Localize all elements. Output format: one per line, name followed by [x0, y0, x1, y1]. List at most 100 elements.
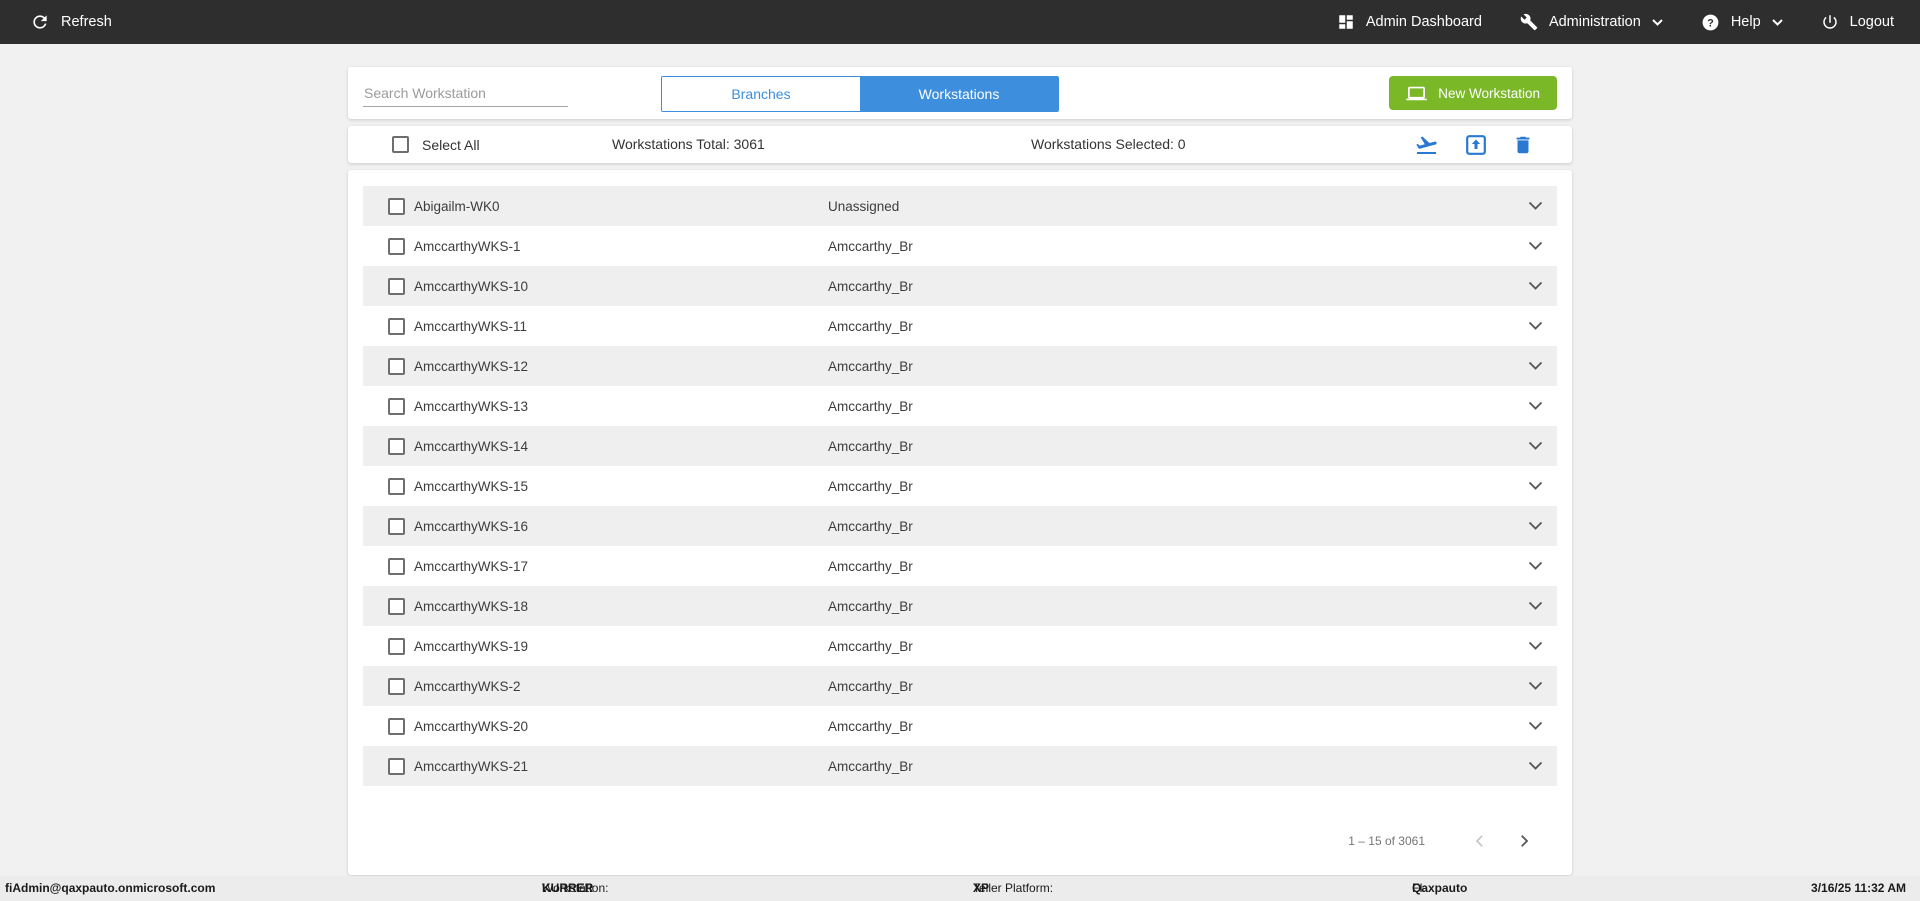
- chevron-down-icon[interactable]: [1528, 681, 1543, 691]
- flight-takeoff-icon[interactable]: [1413, 133, 1440, 157]
- chevron-down-icon[interactable]: [1528, 361, 1543, 371]
- workstation-name: AmccarthyWKS-1: [414, 238, 521, 254]
- table-row[interactable]: AmccarthyWKS-1 Amccarthy_Br: [363, 226, 1557, 266]
- chevron-down-icon[interactable]: [1528, 401, 1543, 411]
- tab-workstations[interactable]: Workstations: [860, 77, 1058, 111]
- row-checkbox[interactable]: [388, 317, 405, 335]
- workstation-branch: Amccarthy_Br: [828, 238, 913, 254]
- workstation-list: Abigailm-WK0 Unassigned AmccarthyWKS-1 A…: [363, 186, 1557, 786]
- table-row[interactable]: AmccarthyWKS-20 Amccarthy_Br: [363, 706, 1557, 746]
- chevron-down-icon[interactable]: [1528, 601, 1543, 611]
- chevron-down-icon[interactable]: [1528, 561, 1543, 571]
- table-row[interactable]: AmccarthyWKS-13 Amccarthy_Br: [363, 386, 1557, 426]
- select-all-checkbox[interactable]: [392, 136, 409, 153]
- next-page-button[interactable]: [1515, 832, 1533, 850]
- workstation-branch: Amccarthy_Br: [828, 478, 913, 494]
- row-checkbox[interactable]: [388, 357, 405, 375]
- search-input[interactable]: [363, 79, 568, 107]
- chevron-down-icon[interactable]: [1528, 441, 1543, 451]
- row-checkbox[interactable]: [388, 397, 405, 415]
- workstation-branch: Amccarthy_Br: [828, 678, 913, 694]
- workstation-label: Workstation:: [542, 881, 609, 895]
- help-menu[interactable]: ? Help: [1701, 13, 1783, 32]
- table-row[interactable]: AmccarthyWKS-18 Amccarthy_Br: [363, 586, 1557, 626]
- workstation-value: KURRER: [542, 881, 594, 895]
- previous-page-button[interactable]: [1471, 832, 1489, 850]
- row-checkbox[interactable]: [388, 517, 405, 535]
- workstation-name: AmccarthyWKS-17: [414, 558, 529, 574]
- chevron-down-icon[interactable]: [1528, 481, 1543, 491]
- select-all-control[interactable]: Select All: [392, 126, 480, 163]
- table-row[interactable]: AmccarthyWKS-10 Amccarthy_Br: [363, 266, 1557, 306]
- chevron-down-icon[interactable]: [1528, 321, 1543, 331]
- workstation-name: AmccarthyWKS-13: [414, 398, 529, 414]
- wrench-icon: [1520, 13, 1538, 31]
- table-row[interactable]: AmccarthyWKS-2 Amccarthy_Br: [363, 666, 1557, 706]
- table-row[interactable]: AmccarthyWKS-16 Amccarthy_Br: [363, 506, 1557, 546]
- workstation-branch: Amccarthy_Br: [828, 438, 913, 454]
- workstation-name: Abigailm-WK0: [414, 198, 500, 214]
- table-row[interactable]: AmccarthyWKS-11 Amccarthy_Br: [363, 306, 1557, 346]
- platform-label: Teller Platform:: [973, 881, 1054, 895]
- trash-icon[interactable]: [1512, 133, 1534, 157]
- workstation-name: AmccarthyWKS-19: [414, 638, 529, 654]
- workstation-branch: Amccarthy_Br: [828, 598, 913, 614]
- upload-icon[interactable]: [1464, 133, 1488, 157]
- chevron-down-icon[interactable]: [1528, 201, 1543, 211]
- row-checkbox[interactable]: [388, 437, 405, 455]
- workstation-name: AmccarthyWKS-14: [414, 438, 529, 454]
- tab-branches[interactable]: Branches: [662, 77, 860, 111]
- main-content: Branches Workstations New Workstation Se…: [348, 67, 1572, 875]
- chevron-down-icon[interactable]: [1528, 761, 1543, 771]
- power-icon: [1822, 15, 1837, 29]
- row-checkbox[interactable]: [388, 677, 405, 695]
- table-row[interactable]: AmccarthyWKS-17 Amccarthy_Br: [363, 546, 1557, 586]
- row-checkbox[interactable]: [388, 637, 405, 655]
- status-workstation: Workstation: KURRER: [542, 876, 608, 901]
- workstation-name: AmccarthyWKS-10: [414, 278, 529, 294]
- logout-button[interactable]: Logout: [1821, 13, 1894, 31]
- table-row[interactable]: AmccarthyWKS-15 Amccarthy_Br: [363, 466, 1557, 506]
- workstation-branch: Amccarthy_Br: [828, 718, 913, 734]
- pagination-range: 1 – 15 of 3061: [1348, 834, 1425, 848]
- logout-label: Logout: [1849, 14, 1894, 30]
- row-checkbox[interactable]: [388, 477, 405, 495]
- workstations-selected: Workstations Selected: 0: [1031, 136, 1186, 152]
- row-checkbox[interactable]: [388, 757, 405, 775]
- table-row[interactable]: AmccarthyWKS-12 Amccarthy_Br: [363, 346, 1557, 386]
- table-row[interactable]: Abigailm-WK0 Unassigned: [363, 186, 1557, 226]
- workstation-name: AmccarthyWKS-20: [414, 718, 529, 734]
- row-checkbox[interactable]: [388, 717, 405, 735]
- table-row[interactable]: AmccarthyWKS-14 Amccarthy_Br: [363, 426, 1557, 466]
- row-checkbox[interactable]: [388, 197, 405, 215]
- chevron-down-icon: [1771, 18, 1783, 26]
- table-row[interactable]: AmccarthyWKS-19 Amccarthy_Br: [363, 626, 1557, 666]
- fi-value: Qaxpauto: [1412, 881, 1468, 895]
- chevron-down-icon[interactable]: [1528, 641, 1543, 651]
- chevron-down-icon[interactable]: [1528, 241, 1543, 251]
- select-all-label: Select All: [422, 136, 480, 153]
- administration-menu[interactable]: Administration: [1520, 13, 1663, 31]
- workstation-name: AmccarthyWKS-2: [414, 678, 521, 694]
- chevron-down-icon[interactable]: [1528, 281, 1543, 291]
- status-datetime: 3/16/25 11:32 AM: [1811, 881, 1906, 895]
- list-toolbar: Select All Workstations Total: 3061 Work…: [348, 126, 1572, 163]
- new-workstation-button[interactable]: New Workstation: [1389, 76, 1557, 110]
- chevron-down-icon[interactable]: [1528, 521, 1543, 531]
- workstation-name: AmccarthyWKS-18: [414, 598, 529, 614]
- table-row[interactable]: AmccarthyWKS-21 Amccarthy_Br: [363, 746, 1557, 786]
- pagination: 1 – 15 of 3061: [363, 832, 1557, 850]
- chevron-down-icon[interactable]: [1528, 721, 1543, 731]
- row-checkbox[interactable]: [388, 277, 405, 295]
- row-checkbox[interactable]: [388, 597, 405, 615]
- status-fi: FI: Qaxpauto: [1412, 876, 1467, 901]
- chevron-down-icon: [1652, 18, 1663, 26]
- status-teller-platform: Teller Platform: XP: [973, 876, 1053, 901]
- admin-dashboard-button[interactable]: Admin Dashboard: [1337, 13, 1482, 31]
- toolbar-actions: [1413, 126, 1534, 163]
- row-checkbox[interactable]: [388, 557, 405, 575]
- workstation-branch: Amccarthy_Br: [828, 758, 913, 774]
- refresh-button[interactable]: Refresh: [30, 12, 112, 32]
- workstation-branch: Unassigned: [828, 198, 900, 214]
- row-checkbox[interactable]: [388, 237, 405, 255]
